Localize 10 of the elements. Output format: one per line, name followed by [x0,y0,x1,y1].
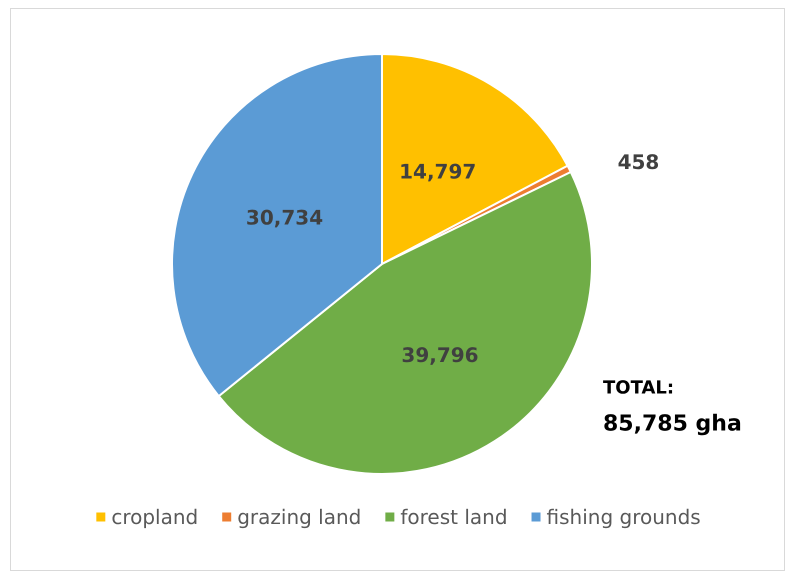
data-label: 458 [618,150,660,174]
data-label: 39,796 [401,343,479,368]
legend-label: grazing land [237,505,362,529]
legend-label: cropland [111,505,198,529]
data-label: 14,797 [399,159,476,184]
legend-label: fishing grounds [546,505,701,529]
data-label: 30,734 [246,205,324,230]
text: 85,785 gha [603,412,742,436]
legend-label: forest land [400,505,508,529]
text: TOTAL: [603,378,674,398]
